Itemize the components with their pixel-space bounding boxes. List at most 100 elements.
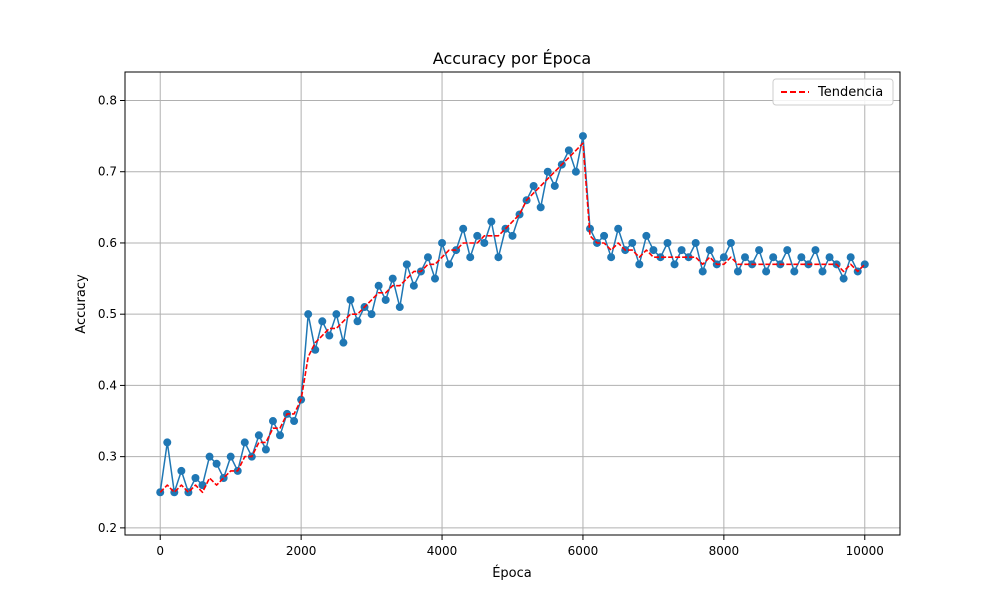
accuracy-point bbox=[409, 281, 418, 290]
accuracy-point bbox=[381, 295, 390, 304]
accuracy-point bbox=[614, 224, 623, 233]
accuracy-point bbox=[480, 238, 489, 247]
accuracy-point bbox=[466, 253, 475, 262]
x-tick-label: 8000 bbox=[709, 544, 740, 558]
accuracy-point bbox=[374, 281, 383, 290]
accuracy-point bbox=[698, 267, 707, 276]
accuracy-point bbox=[705, 246, 714, 255]
legend-trend-label: Tendencia bbox=[817, 85, 883, 100]
accuracy-point bbox=[304, 310, 313, 319]
accuracy-point bbox=[438, 238, 447, 247]
accuracy-point bbox=[212, 459, 221, 468]
accuracy-point bbox=[663, 238, 672, 247]
x-tick-label: 6000 bbox=[568, 544, 599, 558]
accuracy-point bbox=[797, 253, 806, 262]
x-axis-label: Época bbox=[492, 565, 532, 581]
accuracy-point bbox=[290, 417, 299, 426]
x-tick-label: 0 bbox=[156, 544, 164, 558]
accuracy-point bbox=[240, 438, 249, 447]
accuracy-point bbox=[508, 231, 517, 240]
accuracy-point bbox=[607, 253, 616, 262]
accuracy-point bbox=[719, 253, 728, 262]
y-tick-label: 0.3 bbox=[98, 450, 117, 464]
accuracy-point bbox=[536, 203, 545, 212]
accuracy-point bbox=[346, 295, 355, 304]
y-axis-label: Accuracy bbox=[74, 274, 89, 334]
accuracy-point bbox=[423, 253, 432, 262]
y-tick-label: 0.4 bbox=[98, 378, 117, 392]
accuracy-point bbox=[628, 238, 637, 247]
series-layer bbox=[156, 132, 869, 497]
accuracy-point bbox=[600, 231, 609, 240]
accuracy-point bbox=[402, 260, 411, 269]
accuracy-point bbox=[473, 231, 482, 240]
accuracy-point bbox=[226, 452, 235, 461]
accuracy-point bbox=[783, 246, 792, 255]
accuracy-point bbox=[649, 246, 658, 255]
accuracy-point bbox=[564, 146, 573, 155]
chart-title: Accuracy por Época bbox=[433, 49, 591, 68]
accuracy-point bbox=[677, 246, 686, 255]
accuracy-point bbox=[733, 267, 742, 276]
accuracy-point bbox=[586, 224, 594, 233]
x-axis: 0 2000 4000 6000 8000 10000 bbox=[156, 535, 884, 558]
accuracy-point bbox=[825, 253, 834, 262]
legend-box bbox=[772, 78, 894, 106]
accuracy-point bbox=[839, 274, 848, 283]
accuracy-point bbox=[818, 267, 827, 276]
accuracy-point bbox=[445, 260, 454, 269]
accuracy-point bbox=[191, 474, 200, 483]
accuracy-point bbox=[459, 224, 468, 233]
accuracy-point bbox=[578, 132, 587, 141]
accuracy-point bbox=[550, 181, 559, 190]
accuracy-point bbox=[395, 303, 404, 312]
accuracy-point bbox=[353, 317, 362, 326]
y-tick-label: 0.6 bbox=[98, 236, 117, 250]
accuracy-point bbox=[388, 274, 397, 283]
accuracy-point bbox=[755, 246, 764, 255]
accuracy-point bbox=[339, 338, 348, 347]
accuracy-point bbox=[656, 253, 665, 262]
x-tick-label: 2000 bbox=[286, 544, 317, 558]
accuracy-point bbox=[790, 267, 799, 276]
x-tick-label: 10000 bbox=[846, 544, 884, 558]
accuracy-point bbox=[268, 417, 277, 426]
y-tick-label: 0.2 bbox=[98, 521, 117, 535]
legend: Tendencia bbox=[772, 78, 894, 106]
accuracy-point bbox=[529, 181, 538, 190]
accuracy-point bbox=[487, 217, 496, 226]
y-tick-label: 0.8 bbox=[98, 93, 117, 107]
accuracy-point bbox=[276, 431, 284, 440]
accuracy-point bbox=[332, 310, 341, 319]
accuracy-point bbox=[846, 253, 855, 262]
accuracy-point bbox=[261, 445, 270, 454]
accuracy-point bbox=[684, 253, 693, 262]
trend-line bbox=[159, 142, 866, 494]
accuracy-point bbox=[431, 274, 439, 283]
accuracy-point bbox=[325, 331, 334, 340]
accuracy-point bbox=[177, 466, 186, 475]
accuracy-point bbox=[367, 310, 376, 319]
accuracy-point bbox=[318, 317, 327, 326]
plot-frame bbox=[124, 71, 901, 536]
accuracy-point bbox=[543, 167, 552, 176]
accuracy-point bbox=[762, 267, 771, 276]
accuracy-point bbox=[205, 452, 214, 461]
y-tick-label: 0.7 bbox=[98, 165, 117, 179]
accuracy-point bbox=[769, 253, 778, 262]
accuracy-point bbox=[642, 231, 651, 240]
accuracy-point bbox=[163, 438, 172, 447]
accuracy-point bbox=[571, 167, 580, 176]
accuracy-point bbox=[254, 431, 263, 440]
accuracy-point bbox=[741, 253, 749, 262]
accuracy-point bbox=[691, 238, 700, 247]
accuracy-point bbox=[670, 260, 679, 269]
y-tick-label: 0.5 bbox=[98, 307, 117, 321]
y-axis: 0.2 0.3 0.4 0.5 0.6 0.7 0.8 bbox=[98, 93, 125, 535]
accuracy-point bbox=[726, 238, 735, 247]
x-tick-label: 4000 bbox=[427, 544, 458, 558]
accuracy-point bbox=[494, 253, 503, 262]
accuracy-point bbox=[811, 246, 820, 255]
